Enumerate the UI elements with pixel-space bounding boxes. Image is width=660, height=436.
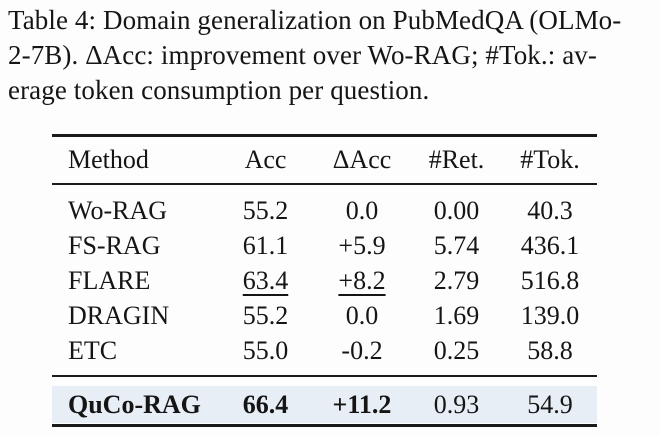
cell-method: ETC xyxy=(68,335,118,365)
caption-line-1: Table 4: Domain generalization on PubMed… xyxy=(8,5,622,35)
cell-acc-underlined: 63.4 xyxy=(242,265,289,295)
column-header-acc: Acc xyxy=(244,145,287,174)
cell-acc: 55.2 xyxy=(242,195,289,225)
table-header-row: Method Acc ΔAcc #Ret. #Tok. xyxy=(52,137,597,183)
table-top-rule xyxy=(52,134,597,137)
table-row-dragin: DRAGIN 55.2 0.0 1.69 139.0 xyxy=(52,298,597,333)
cell-delta-acc-underlined: +8.2 xyxy=(338,265,386,295)
cell-tok: 54.9 xyxy=(527,389,573,419)
table-pre-highlight-rule xyxy=(52,375,597,377)
table-row-flare: FLARE 63.4 +8.2 2.79 516.8 xyxy=(52,263,597,298)
cell-acc-bold: 66.4 xyxy=(242,389,289,419)
cell-ret: 2.79 xyxy=(433,265,480,295)
cell-tok: 516.8 xyxy=(520,265,580,295)
column-header-delta-acc: ΔAcc xyxy=(332,145,392,174)
cell-method: FS-RAG xyxy=(68,230,161,260)
table-row-quco-rag-highlighted: QuCo-RAG 66.4 +11.2 0.93 54.9 xyxy=(52,386,597,423)
cell-delta-acc-bold: +11.2 xyxy=(332,389,392,419)
cell-method: DRAGIN xyxy=(68,300,170,330)
table-row-fs-rag: FS-RAG 61.1 +5.9 5.74 436.1 xyxy=(52,228,597,263)
table-caption: Table 4: Domain generalization on PubMed… xyxy=(8,3,621,108)
cell-tok: 58.8 xyxy=(527,335,573,365)
cell-ret: 0.93 xyxy=(433,389,480,419)
cell-ret: 5.74 xyxy=(433,230,480,260)
cell-method-bold: QuCo-RAG xyxy=(68,389,201,419)
cell-acc: 61.1 xyxy=(242,230,289,260)
cell-delta-acc: 0.0 xyxy=(345,300,379,330)
cell-tok: 139.0 xyxy=(520,300,580,330)
cell-delta-acc: 0.0 xyxy=(345,195,379,225)
table-bottom-rule xyxy=(52,424,597,427)
cell-delta-acc: +5.9 xyxy=(338,230,386,260)
column-header-tok: #Tok. xyxy=(520,145,580,174)
cell-tok: 436.1 xyxy=(520,230,580,260)
cell-method: FLARE xyxy=(68,265,151,295)
column-header-method: Method xyxy=(68,145,149,174)
results-table: Method Acc ΔAcc #Ret. #Tok. Wo-RAG 55.2 … xyxy=(52,134,597,427)
cell-acc: 55.0 xyxy=(242,335,289,365)
table-row-etc: ETC 55.0 -0.2 0.25 58.8 xyxy=(52,333,597,368)
column-header-ret: #Ret. xyxy=(428,145,485,174)
cell-ret: 1.69 xyxy=(433,300,480,330)
table-header-rule xyxy=(52,183,597,185)
cell-method: Wo-RAG xyxy=(68,195,168,225)
table-body: Wo-RAG 55.2 0.0 0.00 40.3 FS-RAG 61.1 +5… xyxy=(52,185,597,375)
caption-line-2: 2-7B). ΔAcc: improvement over Wo-RAG; #T… xyxy=(8,40,597,70)
caption-line-3: erage token consumption per question. xyxy=(8,75,430,105)
table-row-wo-rag: Wo-RAG 55.2 0.0 0.00 40.3 xyxy=(52,193,597,228)
cell-acc: 55.2 xyxy=(242,300,289,330)
cell-ret: 0.25 xyxy=(433,335,480,365)
cell-tok: 40.3 xyxy=(527,195,573,225)
cell-ret: 0.00 xyxy=(433,195,480,225)
cell-delta-acc: -0.2 xyxy=(341,335,383,365)
